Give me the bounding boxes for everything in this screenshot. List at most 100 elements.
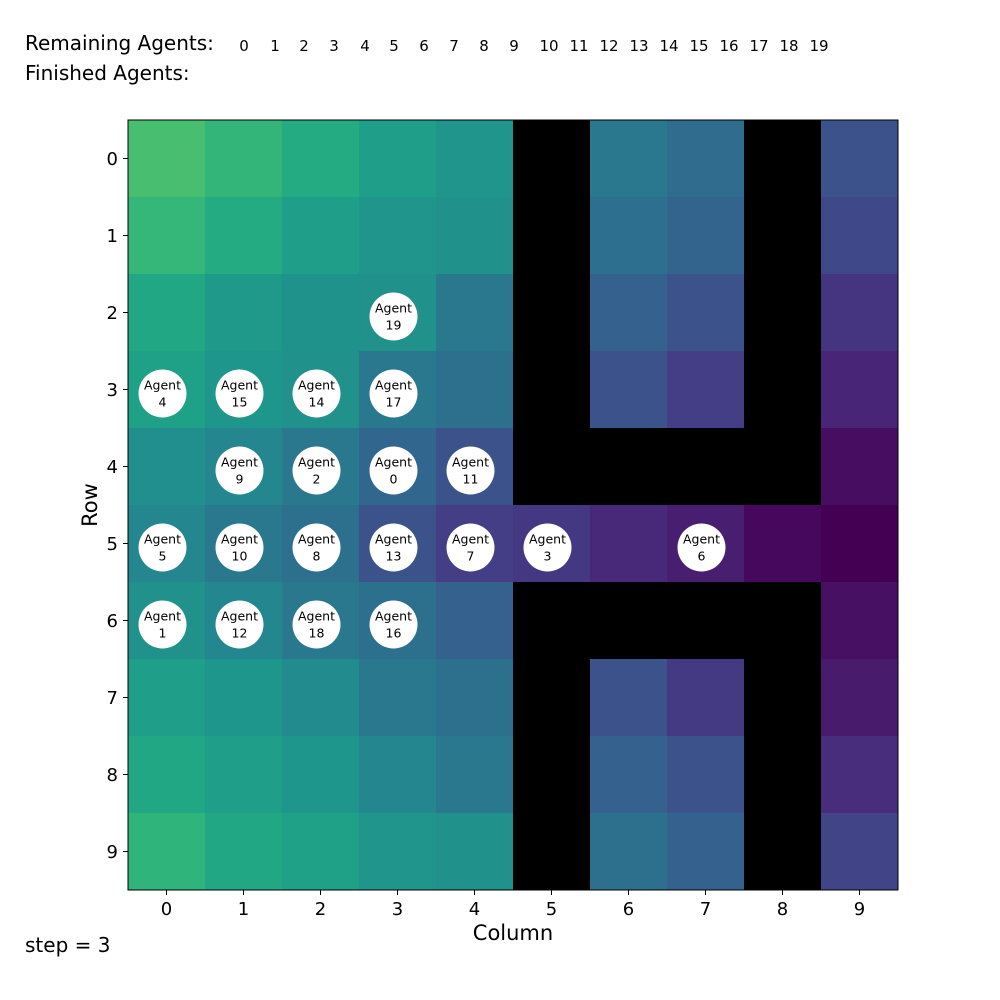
floor-cell xyxy=(667,659,745,737)
floor-cell xyxy=(590,736,668,814)
agent-id: 17 xyxy=(386,395,402,410)
floor-cell xyxy=(128,197,206,275)
agent-token: Agent 12 xyxy=(215,600,264,649)
floor-cell xyxy=(205,659,283,737)
wall-cell xyxy=(744,197,822,275)
floor-cell xyxy=(667,351,745,429)
wall-cell xyxy=(667,428,745,506)
wall-cell xyxy=(744,813,822,891)
agent-label: Agent xyxy=(144,378,181,393)
agent-label: Agent xyxy=(298,455,335,470)
agent-id: 19 xyxy=(386,318,402,333)
agent-id: 1 xyxy=(159,626,167,641)
agent-label: Agent xyxy=(221,378,258,393)
agent-label: Agent xyxy=(529,532,566,547)
wall-cell xyxy=(513,428,591,506)
agent-id: 3 xyxy=(544,549,552,564)
floor-cell xyxy=(436,197,514,275)
floor-cell xyxy=(667,120,745,198)
floor-cell xyxy=(205,197,283,275)
agent-label: Agent xyxy=(144,532,181,547)
floor-cell xyxy=(282,736,360,814)
agent-id: 15 xyxy=(232,395,248,410)
floor-cell xyxy=(282,197,360,275)
floor-cell xyxy=(359,813,437,891)
agent-token: Agent 5 xyxy=(138,523,187,572)
agent-label: Agent xyxy=(375,455,412,470)
agent-marker xyxy=(446,523,495,572)
wall-cell xyxy=(513,197,591,275)
agent-token: Agent 6 xyxy=(677,523,726,572)
wall-cell xyxy=(513,120,591,198)
floor-cell xyxy=(282,274,360,352)
floor-cell xyxy=(359,736,437,814)
floor-cell xyxy=(205,274,283,352)
wall-cell xyxy=(667,582,745,660)
floor-cell xyxy=(667,736,745,814)
agent-id: 14 xyxy=(309,395,325,410)
floor-cell xyxy=(128,428,206,506)
x-axis-title: Column xyxy=(473,921,553,945)
remaining-agent-id: 12 xyxy=(599,37,619,55)
agent-marker xyxy=(215,369,264,418)
floor-cell xyxy=(282,813,360,891)
agent-token: Agent 7 xyxy=(446,523,495,572)
remaining-agent-id: 7 xyxy=(449,37,459,55)
agent-token: Agent 10 xyxy=(215,523,264,572)
agent-token: Agent 16 xyxy=(369,600,418,649)
wall-cell xyxy=(513,582,591,660)
agent-token: Agent 13 xyxy=(369,523,418,572)
floor-cell xyxy=(282,659,360,737)
remaining-agent-id: 10 xyxy=(539,37,559,55)
agent-token: Agent 18 xyxy=(292,600,341,649)
wall-cell xyxy=(744,274,822,352)
agent-id: 16 xyxy=(386,626,402,641)
agent-label: Agent xyxy=(221,455,258,470)
floor-cell xyxy=(359,197,437,275)
wall-cell xyxy=(513,736,591,814)
floor-cell xyxy=(667,274,745,352)
x-tick-label: 4 xyxy=(469,899,480,920)
remaining-agent-id: 3 xyxy=(329,37,339,55)
floor-cell xyxy=(128,813,206,891)
agent-id: 5 xyxy=(159,549,167,564)
agent-token: Agent 14 xyxy=(292,369,341,418)
floor-cell xyxy=(821,813,899,891)
agent-marker xyxy=(677,523,726,572)
agent-id: 2 xyxy=(313,472,321,487)
floor-cell xyxy=(128,659,206,737)
agent-token: Agent 2 xyxy=(292,446,341,495)
agent-id: 6 xyxy=(698,549,706,564)
remaining-agent-id: 4 xyxy=(360,37,370,55)
remaining-agent-id: 16 xyxy=(719,37,739,55)
x-tick-label: 6 xyxy=(623,899,634,920)
floor-cell xyxy=(821,505,899,583)
wall-cell xyxy=(513,274,591,352)
remaining-agent-id: 15 xyxy=(689,37,709,55)
floor-cell xyxy=(821,659,899,737)
agent-label: Agent xyxy=(452,532,489,547)
agent-label: Agent xyxy=(375,301,412,316)
floor-cell xyxy=(359,659,437,737)
y-tick-label: 9 xyxy=(107,842,118,863)
agent-token: Agent 9 xyxy=(215,446,264,495)
y-tick-label: 0 xyxy=(107,149,118,170)
agent-token: Agent 15 xyxy=(215,369,264,418)
agent-label: Agent xyxy=(375,378,412,393)
remaining-agents-label: Remaining Agents: xyxy=(25,31,214,55)
agent-id: 9 xyxy=(236,472,244,487)
y-tick-label: 5 xyxy=(107,534,118,555)
y-axis-title: Row xyxy=(78,483,102,527)
agent-label: Agent xyxy=(683,532,720,547)
x-tick-label: 2 xyxy=(315,899,326,920)
agent-marker xyxy=(138,600,187,649)
agent-id: 8 xyxy=(313,549,321,564)
agent-label: Agent xyxy=(298,609,335,624)
x-tick-label: 7 xyxy=(700,899,711,920)
x-tick-label: 9 xyxy=(854,899,865,920)
wall-cell xyxy=(744,428,822,506)
floor-cell xyxy=(667,813,745,891)
agent-marker xyxy=(292,369,341,418)
floor-cell xyxy=(590,351,668,429)
